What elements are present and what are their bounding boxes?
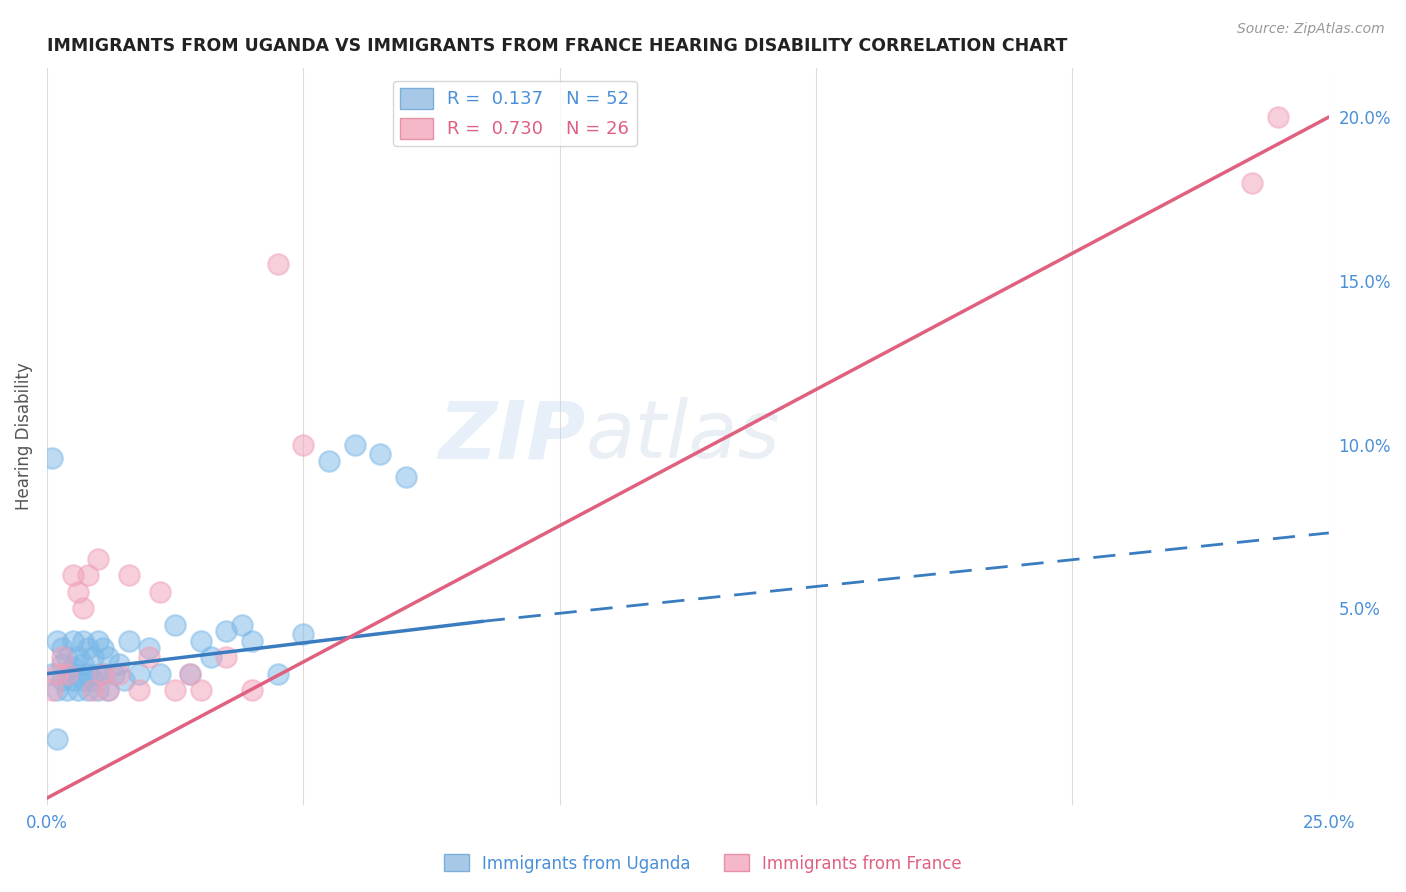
Point <box>118 634 141 648</box>
Point <box>41 666 63 681</box>
Point <box>1240 176 1263 190</box>
Point <box>91 666 114 681</box>
Point <box>77 666 100 681</box>
Point <box>107 657 129 671</box>
Point <box>112 673 135 688</box>
Point <box>62 673 84 688</box>
Point <box>56 650 79 665</box>
Point <box>97 683 120 698</box>
Point <box>72 657 94 671</box>
Point <box>41 450 63 465</box>
Point <box>87 552 110 566</box>
Point <box>138 650 160 665</box>
Point <box>66 585 89 599</box>
Point <box>77 683 100 698</box>
Point <box>179 666 201 681</box>
Point <box>56 666 79 681</box>
Legend: R =  0.137    N = 52, R =  0.730    N = 26: R = 0.137 N = 52, R = 0.730 N = 26 <box>394 80 637 146</box>
Text: Source: ZipAtlas.com: Source: ZipAtlas.com <box>1237 22 1385 37</box>
Point <box>51 657 73 671</box>
Point <box>82 650 104 665</box>
Point <box>190 683 212 698</box>
Point <box>87 666 110 681</box>
Point <box>56 683 79 698</box>
Point <box>179 666 201 681</box>
Point <box>72 673 94 688</box>
Point <box>51 640 73 655</box>
Point <box>266 666 288 681</box>
Text: IMMIGRANTS FROM UGANDA VS IMMIGRANTS FROM FRANCE HEARING DISABILITY CORRELATION : IMMIGRANTS FROM UGANDA VS IMMIGRANTS FRO… <box>46 37 1067 55</box>
Point <box>215 650 238 665</box>
Point <box>87 683 110 698</box>
Point <box>66 666 89 681</box>
Point <box>46 732 69 747</box>
Point <box>72 601 94 615</box>
Point <box>56 666 79 681</box>
Point <box>62 660 84 674</box>
Point <box>292 437 315 451</box>
Point <box>46 683 69 698</box>
Legend: Immigrants from Uganda, Immigrants from France: Immigrants from Uganda, Immigrants from … <box>437 847 969 880</box>
Point <box>215 624 238 639</box>
Point <box>149 666 172 681</box>
Point <box>51 673 73 688</box>
Point <box>318 454 340 468</box>
Point <box>46 634 69 648</box>
Point <box>190 634 212 648</box>
Text: atlas: atlas <box>585 397 780 475</box>
Point <box>231 617 253 632</box>
Point <box>200 650 222 665</box>
Point <box>1267 110 1289 124</box>
Point <box>138 640 160 655</box>
Point <box>77 568 100 582</box>
Point <box>87 634 110 648</box>
Point <box>118 568 141 582</box>
Point <box>62 568 84 582</box>
Point <box>46 666 69 681</box>
Point <box>103 666 125 681</box>
Point <box>266 257 288 271</box>
Y-axis label: Hearing Disability: Hearing Disability <box>15 362 32 510</box>
Point <box>77 640 100 655</box>
Point <box>149 585 172 599</box>
Point <box>128 683 150 698</box>
Point <box>165 683 187 698</box>
Point <box>82 683 104 698</box>
Point <box>41 683 63 698</box>
Point <box>66 683 89 698</box>
Point <box>240 634 263 648</box>
Point <box>62 634 84 648</box>
Point <box>82 673 104 688</box>
Point <box>72 634 94 648</box>
Point <box>107 666 129 681</box>
Point <box>165 617 187 632</box>
Text: ZIP: ZIP <box>437 397 585 475</box>
Point <box>240 683 263 698</box>
Point <box>97 650 120 665</box>
Point <box>51 650 73 665</box>
Point <box>91 640 114 655</box>
Point <box>343 437 366 451</box>
Point <box>395 470 418 484</box>
Point <box>128 666 150 681</box>
Point <box>292 627 315 641</box>
Point <box>91 666 114 681</box>
Point <box>66 650 89 665</box>
Point <box>97 683 120 698</box>
Point <box>368 447 391 461</box>
